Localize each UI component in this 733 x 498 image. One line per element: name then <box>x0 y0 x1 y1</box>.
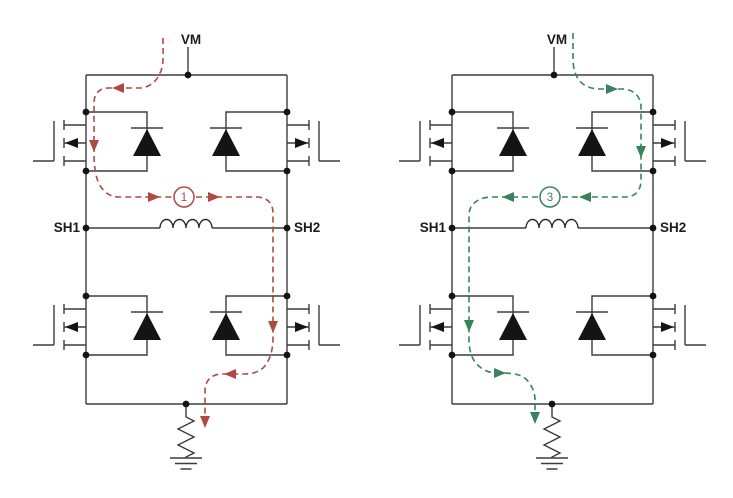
arrow-right-icon <box>208 192 220 202</box>
arrow-left-icon <box>579 192 591 202</box>
arrow-down-icon <box>89 140 99 152</box>
path-number-badge <box>539 186 561 208</box>
path-number-label: 3 <box>547 192 553 204</box>
arrow-down-icon <box>464 320 474 332</box>
sh1-label-right: SH1 <box>420 220 447 235</box>
vm-label-right: VM <box>547 32 567 47</box>
sh2-label-left: SH2 <box>294 220 320 235</box>
arrow-down-icon <box>530 412 540 424</box>
arrow-left-icon <box>224 369 236 379</box>
vm-label-left: VM <box>181 32 201 47</box>
arrow-down-icon <box>636 146 646 158</box>
arrow-right-icon <box>606 84 618 94</box>
arrow-down-icon <box>268 321 278 333</box>
arrow-left-icon <box>112 83 124 93</box>
arrow-down-icon <box>200 416 210 428</box>
arrow-left-icon <box>502 192 514 202</box>
path-number-badge <box>173 186 195 208</box>
arrow-right-icon <box>494 368 506 378</box>
arrow-right-icon <box>148 192 160 202</box>
current-path-3: 3 <box>464 33 646 424</box>
sh1-label-left: SH1 <box>54 220 81 235</box>
right-bridge <box>399 47 706 469</box>
wires <box>33 47 706 469</box>
path-number-label: 1 <box>181 192 187 204</box>
current-path-1: 1 <box>89 37 278 428</box>
left-bridge <box>33 47 340 469</box>
sh2-label-right: SH2 <box>660 220 686 235</box>
